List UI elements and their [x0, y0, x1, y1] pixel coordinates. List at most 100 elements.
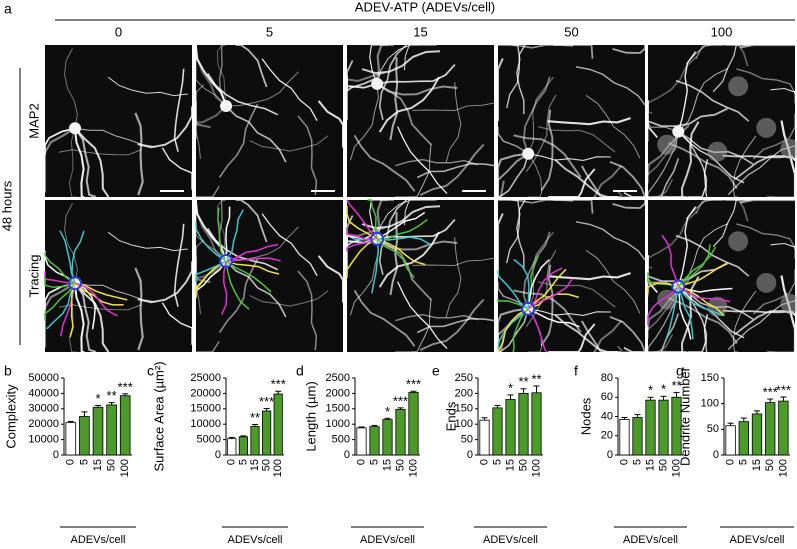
x-tick-label: 5 — [631, 459, 643, 465]
neurite — [548, 323, 596, 353]
neurite — [585, 95, 641, 159]
y-tick-label: 150 — [455, 403, 473, 415]
x-tick-label: 50 — [517, 459, 529, 471]
panel-letter: a — [4, 1, 12, 17]
significance: * — [385, 404, 390, 419]
bar — [92, 406, 104, 456]
neurite — [527, 231, 554, 309]
neurite — [548, 168, 596, 198]
neurite — [195, 239, 205, 315]
image-background — [347, 200, 494, 352]
neurite — [648, 158, 680, 198]
y-tick-label: 0 — [713, 449, 719, 461]
neurite — [538, 126, 616, 153]
x-tick-label: 100 — [670, 459, 682, 477]
tracing — [497, 270, 529, 310]
neurite — [317, 255, 344, 303]
neurite — [498, 199, 574, 204]
neurite — [376, 44, 437, 85]
y-tick-label: 150 — [701, 372, 719, 384]
y-axis-title: Nodes — [578, 397, 593, 435]
neurite — [668, 297, 738, 345]
x-tick-label: 0 — [618, 459, 630, 465]
neurite — [725, 44, 749, 67]
panel-letter: b — [4, 363, 12, 379]
y-axis-title: Surface Area (µm²) — [151, 361, 166, 471]
y-tick-label: 0 — [607, 449, 613, 461]
neurite — [376, 64, 456, 85]
tracing — [371, 238, 380, 294]
neurite — [389, 57, 399, 141]
neurite — [107, 76, 188, 97]
column-label: 15 — [413, 24, 427, 39]
neurite — [496, 213, 504, 277]
x-axis-title: ADEVs/cell — [483, 534, 538, 546]
y-tick-label: 100 — [455, 418, 473, 430]
x-tick-label: 0 — [355, 459, 367, 465]
y-tick-label: 1500 — [326, 403, 350, 415]
significance: ** — [107, 388, 117, 403]
neurite — [225, 105, 287, 163]
neurite — [525, 94, 557, 173]
soma-trace — [219, 254, 234, 269]
neurite — [107, 231, 188, 252]
micrograph — [194, 44, 344, 198]
neurite — [496, 152, 529, 197]
neurite — [647, 257, 653, 269]
neurite — [195, 84, 205, 160]
tracing — [497, 299, 529, 310]
neurite — [349, 83, 379, 161]
neurite — [547, 272, 631, 281]
tracing — [376, 238, 415, 279]
neurite — [680, 276, 700, 353]
y-tick-label: 20000 — [28, 418, 59, 430]
y-tick-label: 500 — [332, 434, 350, 446]
bar — [751, 413, 763, 456]
bar — [262, 410, 272, 456]
neurite — [346, 75, 378, 93]
neurite — [376, 198, 394, 240]
bar — [106, 404, 117, 456]
neurite — [513, 289, 582, 333]
tracing — [225, 209, 244, 262]
tracing — [346, 238, 378, 278]
neurite — [394, 143, 432, 198]
neurite — [766, 195, 795, 198]
y-tick-label: 20000 — [190, 387, 221, 399]
x-tick-label: 100 — [777, 459, 789, 477]
soma — [522, 147, 535, 160]
y-tick-label: 2000 — [326, 387, 350, 399]
bar — [273, 393, 283, 456]
neurite — [496, 58, 504, 122]
neurite — [353, 289, 416, 347]
x-tick-label: 100 — [119, 459, 131, 477]
neurite — [575, 221, 646, 261]
bar — [518, 392, 529, 456]
micrograph — [496, 199, 646, 354]
neurite — [547, 117, 631, 126]
tracing — [647, 282, 679, 294]
image-background — [45, 45, 192, 197]
significance: * — [508, 380, 513, 395]
tracing — [346, 238, 378, 252]
neurite — [58, 149, 142, 156]
neurite — [540, 109, 554, 192]
bar — [238, 436, 248, 456]
neurite — [725, 199, 749, 222]
neurite — [376, 238, 458, 251]
tracing — [346, 206, 378, 240]
y-tick-label: 0 — [467, 449, 473, 461]
x-tick-label: 5 — [738, 459, 750, 465]
tracing — [377, 218, 428, 240]
significance: * — [661, 382, 666, 397]
bar — [356, 427, 367, 456]
x-tick-label: 50 — [764, 459, 776, 471]
significance: ** — [518, 374, 528, 389]
y-tick-label: 0 — [53, 449, 59, 461]
tracing — [527, 308, 548, 353]
panel-letter: f — [574, 363, 578, 379]
y-tick-label: 0 — [215, 449, 221, 461]
tracing — [346, 199, 378, 240]
neurite — [522, 231, 551, 309]
significance: *** — [271, 377, 286, 392]
